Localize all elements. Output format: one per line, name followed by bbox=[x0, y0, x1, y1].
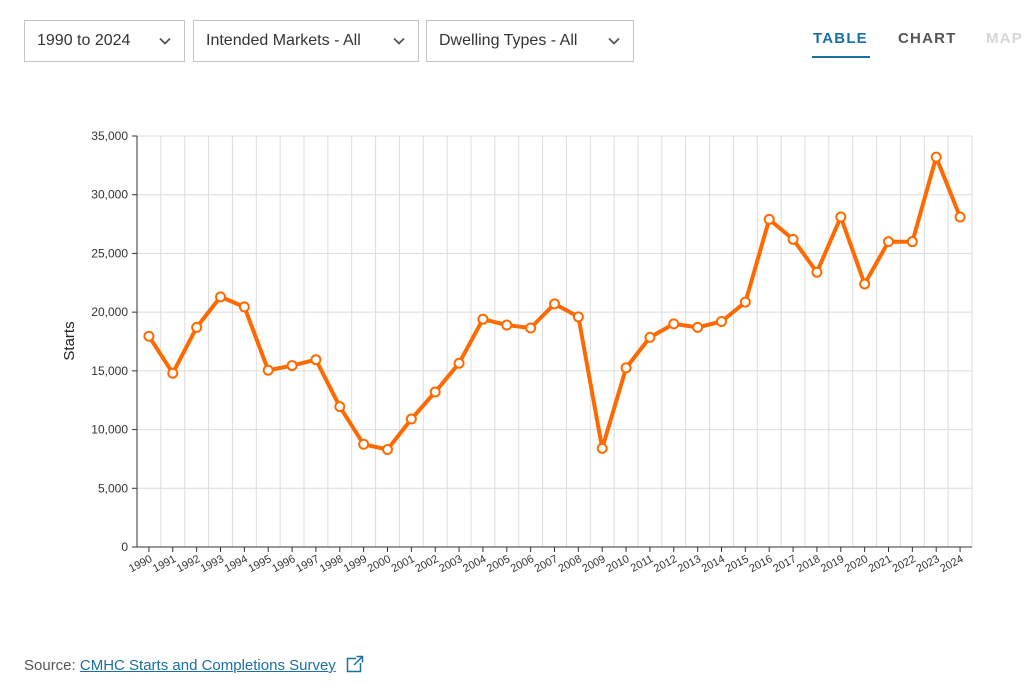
data-point bbox=[382, 444, 393, 456]
y-tick-label: 30,000 bbox=[91, 188, 128, 202]
years-dropdown[interactable]: 1990 to 2024 bbox=[24, 20, 185, 62]
data-point bbox=[191, 321, 203, 333]
chevron-down-icon bbox=[393, 37, 405, 45]
data-point bbox=[167, 367, 179, 379]
source-line: Source: CMHC Starts and Completions Surv… bbox=[24, 655, 364, 674]
active-tab-underline bbox=[812, 56, 870, 58]
data-point bbox=[572, 311, 584, 323]
starts-line-chart: 0 5,000 10,000 15,000 20,000 25,000 30,000 35,0… bbox=[61, 129, 973, 575]
data-point bbox=[429, 386, 441, 398]
external-link-icon[interactable] bbox=[346, 655, 364, 673]
chevron-down-icon bbox=[159, 37, 171, 45]
data-point bbox=[787, 233, 799, 245]
data-point bbox=[739, 296, 751, 308]
tab-table[interactable]: TABLE bbox=[813, 30, 868, 47]
data-point bbox=[143, 330, 155, 342]
tab-chart[interactable]: CHART bbox=[898, 30, 957, 47]
source-link[interactable]: CMHC Starts and Completions Survey bbox=[79, 657, 336, 674]
series-layer bbox=[143, 151, 966, 456]
intended-markets-dropdown-label: Intended Markets - All bbox=[206, 32, 361, 49]
data-point bbox=[453, 357, 465, 369]
data-point bbox=[883, 236, 894, 248]
y-tick-label: 10,000 bbox=[91, 423, 128, 437]
data-point bbox=[692, 321, 704, 333]
data-point bbox=[358, 438, 370, 450]
chevron-down-icon bbox=[608, 37, 620, 45]
data-point bbox=[763, 213, 775, 225]
data-point bbox=[525, 322, 537, 334]
y-tick-label: 20,000 bbox=[91, 305, 128, 319]
source-prefix: Source: bbox=[24, 657, 76, 674]
data-point bbox=[405, 413, 417, 425]
data-point bbox=[596, 442, 608, 454]
data-point bbox=[859, 278, 871, 290]
data-point bbox=[238, 301, 250, 313]
data-point bbox=[286, 360, 298, 372]
data-point bbox=[668, 318, 680, 330]
y-tick-label: 35,000 bbox=[91, 129, 128, 143]
x-tick-label: 2010 bbox=[604, 553, 631, 575]
x-axis-ticks: 1990199119921993199419951996199719981999… bbox=[127, 553, 965, 575]
intended-markets-dropdown[interactable]: Intended Markets - All bbox=[193, 20, 419, 62]
tab-map[interactable]: MAP bbox=[986, 30, 1023, 47]
data-point bbox=[334, 401, 346, 413]
y-tick-label: 25,000 bbox=[91, 246, 128, 260]
data-point bbox=[549, 298, 560, 310]
chart-grid bbox=[137, 135, 973, 547]
data-point bbox=[644, 331, 656, 343]
dwelling-types-dropdown[interactable]: Dwelling Types - All bbox=[426, 20, 634, 62]
years-dropdown-label: 1990 to 2024 bbox=[37, 32, 131, 49]
data-point bbox=[262, 364, 274, 376]
y-tick-label: 0 bbox=[121, 540, 128, 554]
data-point bbox=[501, 319, 513, 331]
data-point bbox=[620, 362, 632, 374]
x-tick-label: 2024 bbox=[938, 553, 965, 575]
data-point bbox=[906, 236, 918, 248]
chart-axes bbox=[132, 135, 972, 552]
y-axis-title: Starts bbox=[61, 321, 78, 360]
y-tick-label: 5,000 bbox=[98, 481, 128, 495]
data-point bbox=[835, 211, 847, 223]
data-point bbox=[811, 266, 823, 278]
data-point bbox=[310, 354, 322, 366]
y-tick-label: 15,000 bbox=[91, 364, 128, 378]
data-point bbox=[215, 291, 226, 303]
data-point bbox=[716, 316, 727, 328]
data-point bbox=[954, 211, 966, 223]
data-point bbox=[477, 313, 489, 325]
data-point bbox=[930, 151, 942, 163]
dwelling-types-dropdown-label: Dwelling Types - All bbox=[439, 32, 578, 49]
y-axis-ticks: 0 5,000 10,000 15,000 20,000 25,000 30,000 35,0… bbox=[91, 129, 128, 554]
